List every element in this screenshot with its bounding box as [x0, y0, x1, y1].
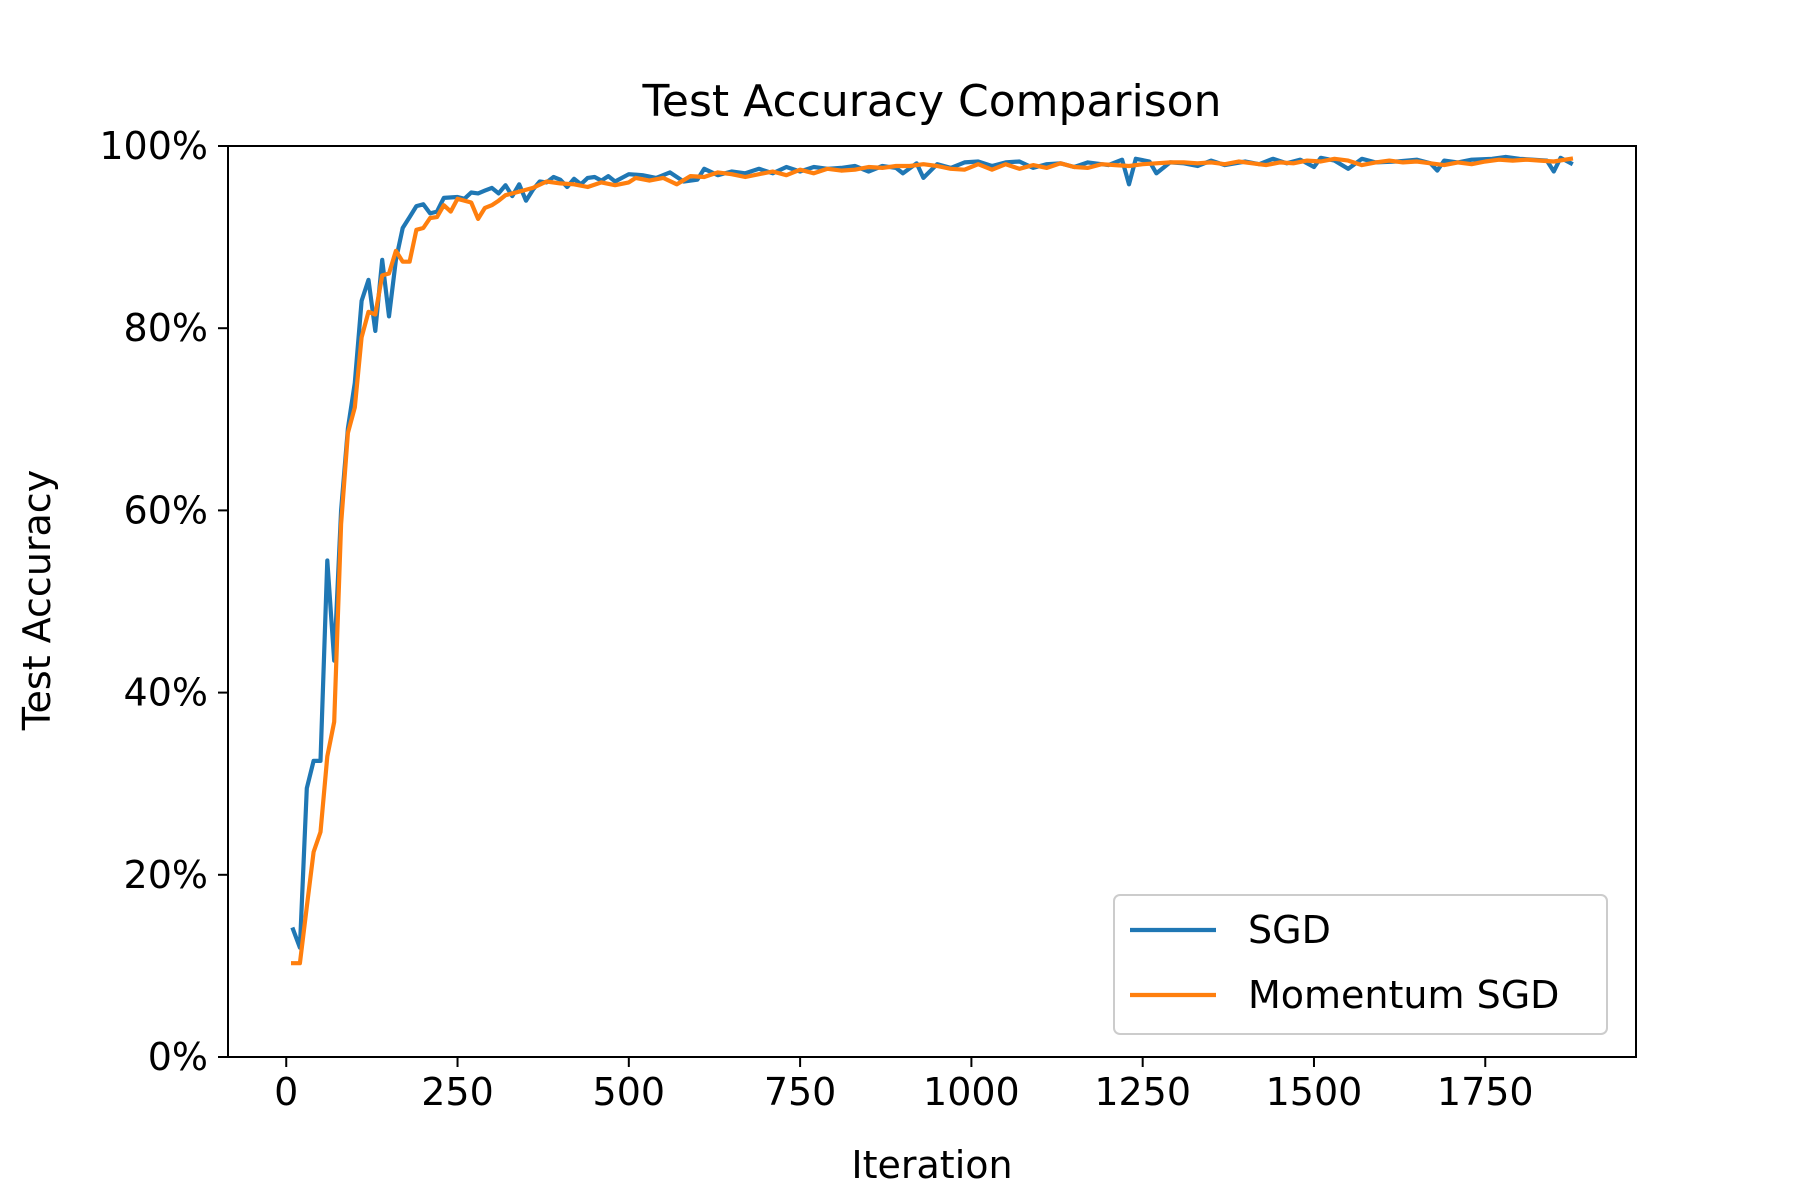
y-tick-label: 0% [148, 1035, 208, 1079]
y-tick-label: 60% [124, 488, 208, 532]
y-tick-label: 40% [124, 671, 208, 715]
series-line-momentum-sgd [291, 156, 1574, 966]
x-tick-label: 500 [593, 1070, 666, 1114]
x-tick-label: 1000 [923, 1070, 1020, 1114]
legend: SGD Momentum SGD [1113, 894, 1608, 1035]
x-tick-label: 1250 [1094, 1070, 1191, 1114]
legend-box [1113, 894, 1608, 1035]
axes: 0 250 500 750 1000 1250 1500 1750 0% 20% 40% 60% 80%… [99, 124, 1637, 1114]
x-tick-label: 750 [764, 1070, 837, 1114]
x-axis-label: Iteration [851, 1143, 1012, 1187]
legend-label-sgd: SGD [1248, 908, 1331, 952]
axes-frame [227, 145, 1637, 1058]
x-tick-label: 0 [274, 1070, 298, 1114]
x-tick-label: 1750 [1437, 1070, 1534, 1114]
x-tick-label: 1500 [1266, 1070, 1363, 1114]
y-tick-label: 100% [99, 124, 208, 168]
y-tick-label: 80% [124, 306, 208, 350]
x-tick-label: 250 [421, 1070, 494, 1114]
y-tick-label: 20% [124, 853, 208, 897]
plot-area [290, 154, 1574, 966]
legend-label-momentum-sgd: Momentum SGD [1248, 973, 1559, 1017]
series-line-sgd [290, 154, 1574, 950]
chart-title: Test Accuracy Comparison [642, 76, 1222, 127]
y-axis-label: Test Accuracy [15, 470, 59, 731]
